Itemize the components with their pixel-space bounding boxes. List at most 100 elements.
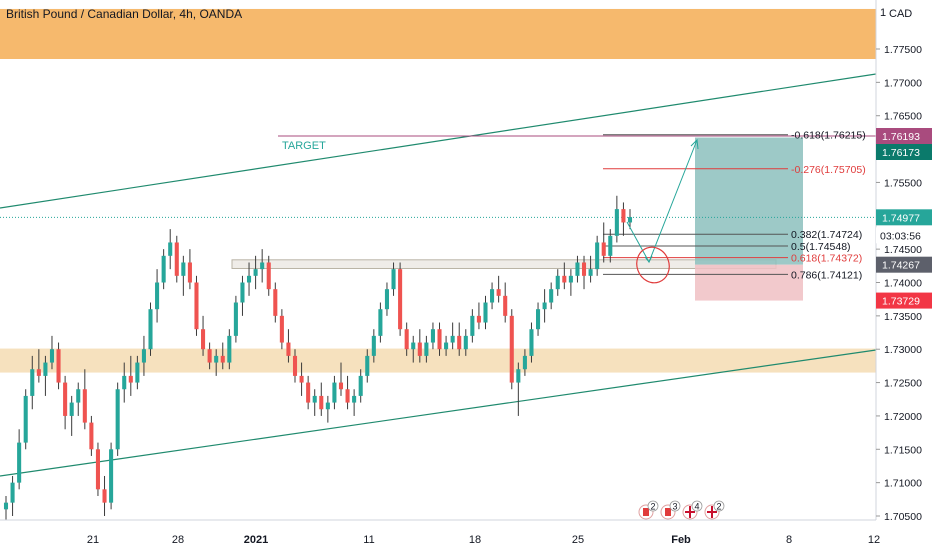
countdown-bg (876, 227, 932, 244)
candle-body (299, 375, 304, 383)
time-tick-label: 28 (172, 534, 184, 546)
resistance-zone (231, 259, 777, 269)
profit-zone (695, 137, 803, 265)
candle-body (128, 375, 133, 383)
candle-body (601, 242, 606, 256)
candle-body (483, 302, 488, 323)
candle-body (253, 269, 258, 276)
candle-body (141, 349, 146, 363)
target-price-text: 1.76193 (882, 131, 920, 143)
candle-body (536, 309, 541, 330)
time-tick-label: 21 (87, 534, 99, 546)
candle-body (503, 295, 508, 316)
candle-body (509, 315, 514, 383)
candle-body (161, 255, 166, 283)
candle-body (365, 355, 370, 376)
event-count: 3 (672, 502, 677, 512)
candle-body (516, 369, 521, 383)
candle-body (194, 282, 199, 330)
time-tick-label: 11 (363, 534, 374, 546)
candle-body (273, 289, 278, 316)
price-tick-label: 1.75500 (884, 177, 922, 189)
stop-price-tag (876, 292, 932, 309)
candle-body (345, 389, 350, 403)
candle-body (49, 349, 55, 363)
event-count: 2 (716, 502, 721, 512)
candle-body (384, 289, 390, 310)
time-tick-label: 8 (786, 534, 792, 546)
time-tick-label: 25 (572, 534, 584, 546)
candle-body (43, 362, 48, 376)
price-tick-label: 1.76500 (884, 111, 922, 123)
candle-body (3, 502, 9, 510)
price-tick-label: 1.73000 (884, 344, 922, 356)
price-tick-label: 1.72500 (884, 378, 922, 390)
currency-label[interactable]: CAD (889, 8, 913, 20)
candle-body (437, 329, 442, 350)
candle-body (627, 217, 633, 223)
candle-body (286, 342, 291, 356)
stop-price-text: 1.73729 (882, 296, 920, 308)
price-tick-label: 1.73500 (884, 311, 922, 323)
supply-zone (0, 8, 876, 60)
tp-price-tag (876, 144, 932, 160)
candle-body (581, 262, 587, 276)
candle-body (95, 449, 100, 490)
candle-body (476, 315, 481, 323)
candle-body (30, 369, 35, 396)
price-tick-label: 1.77000 (884, 77, 922, 89)
candle-body (588, 269, 593, 276)
loss-zone (695, 264, 803, 301)
candle-body (10, 482, 15, 503)
candle-body (404, 329, 409, 350)
candle-body (220, 355, 225, 363)
candle-body (529, 329, 534, 356)
price-tick-label: 1.74500 (884, 244, 922, 256)
candle-body (562, 275, 567, 283)
price-tick-label: 1.71500 (884, 444, 922, 456)
candle-body (56, 349, 61, 383)
projection-arrowhead (690, 138, 699, 150)
maple-leaf-icon (643, 508, 649, 516)
fib-label-0: -0.618(1.76215) (791, 130, 866, 142)
event-count-badge (691, 500, 703, 512)
event-count-badge (669, 500, 681, 512)
candle-body (69, 402, 74, 416)
candle-body (332, 382, 337, 403)
candle-body (555, 275, 560, 290)
target-price-tag (876, 128, 932, 144)
candle-body (155, 282, 160, 310)
candle-body (398, 269, 403, 330)
candle-body (391, 269, 396, 290)
candle-body (115, 389, 120, 450)
candle-body (122, 375, 127, 390)
candle-body (292, 355, 298, 376)
price-tick-label: 1.77500 (884, 44, 922, 56)
candle-body (233, 302, 238, 336)
candle-body (430, 329, 435, 343)
chart-title: British Pound / Canadian Dollar, 4h, OAN… (6, 7, 243, 21)
candle-body (595, 242, 600, 270)
candle-body (306, 382, 311, 403)
price-tick-label: 1.70500 (884, 511, 922, 523)
candle-body (36, 369, 41, 376)
candle-body (411, 342, 416, 350)
candle-body (207, 349, 212, 363)
candle-body (457, 335, 462, 350)
time-tick-label: 12 (868, 534, 880, 546)
last-price-text: 1.74977 (882, 212, 920, 224)
candle-body (102, 489, 107, 503)
target-label: TARGET (282, 140, 326, 152)
candle-body (608, 235, 613, 256)
candle-body (109, 449, 114, 503)
candle-body (187, 262, 192, 283)
event-count-badge (647, 500, 659, 512)
price-tick-label: 1.71000 (884, 478, 922, 490)
candle-body (266, 262, 271, 290)
candle-body (181, 262, 186, 276)
event-count-badge (713, 500, 725, 512)
candle-body (371, 335, 376, 356)
candle-body (417, 342, 422, 356)
